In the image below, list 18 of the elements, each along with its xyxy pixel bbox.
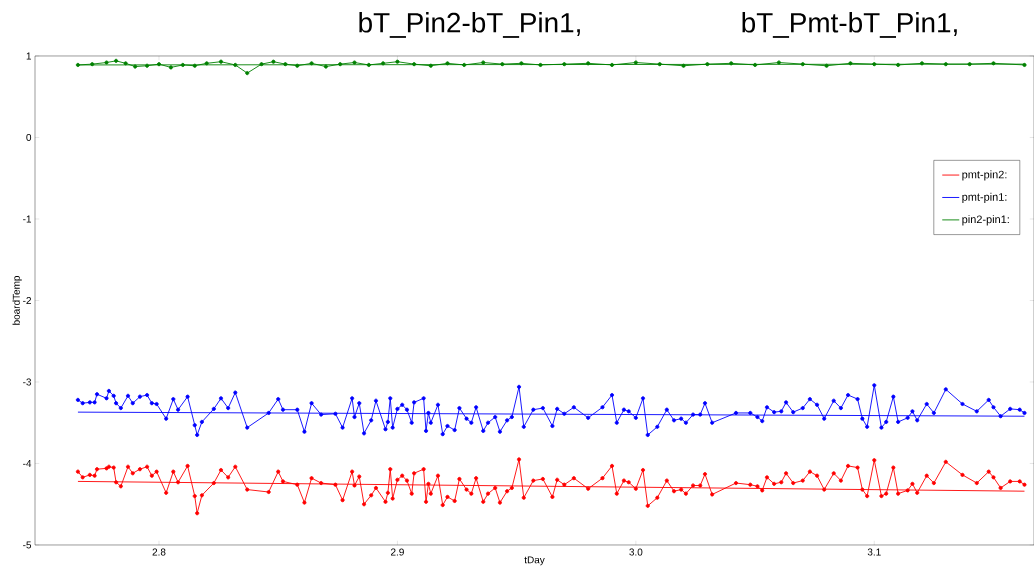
- x-tick-label: 3.0: [629, 548, 643, 556]
- x-tick-label: 3.1: [867, 548, 881, 556]
- y-tick-label: -5: [23, 541, 32, 549]
- y-tick-label: -1: [23, 215, 32, 223]
- legend-label: pmt-pin1:: [962, 192, 1007, 203]
- y-tick-label: -4: [23, 460, 32, 467]
- y-tick-label: -2: [23, 297, 31, 304]
- y-tick-label: 0: [26, 133, 32, 142]
- x-tick-label: 2.9: [390, 548, 404, 556]
- text: bT_Pmt-bT_Pin1,: [742, 12, 957, 38]
- y-tick-label: 1: [26, 52, 32, 60]
- x-tick-label: 2.8: [152, 548, 166, 556]
- text: bT_Pin2-bT_Pin1,: [359, 12, 580, 38]
- legend-label: pin2-pin1:: [962, 215, 1009, 226]
- legend-label: pmt-pin2:: [962, 170, 1007, 181]
- x-axis-title: tDay: [524, 556, 545, 566]
- y-tick-label: -3: [23, 378, 32, 386]
- y-axis-title: boardTemp: [12, 275, 22, 325]
